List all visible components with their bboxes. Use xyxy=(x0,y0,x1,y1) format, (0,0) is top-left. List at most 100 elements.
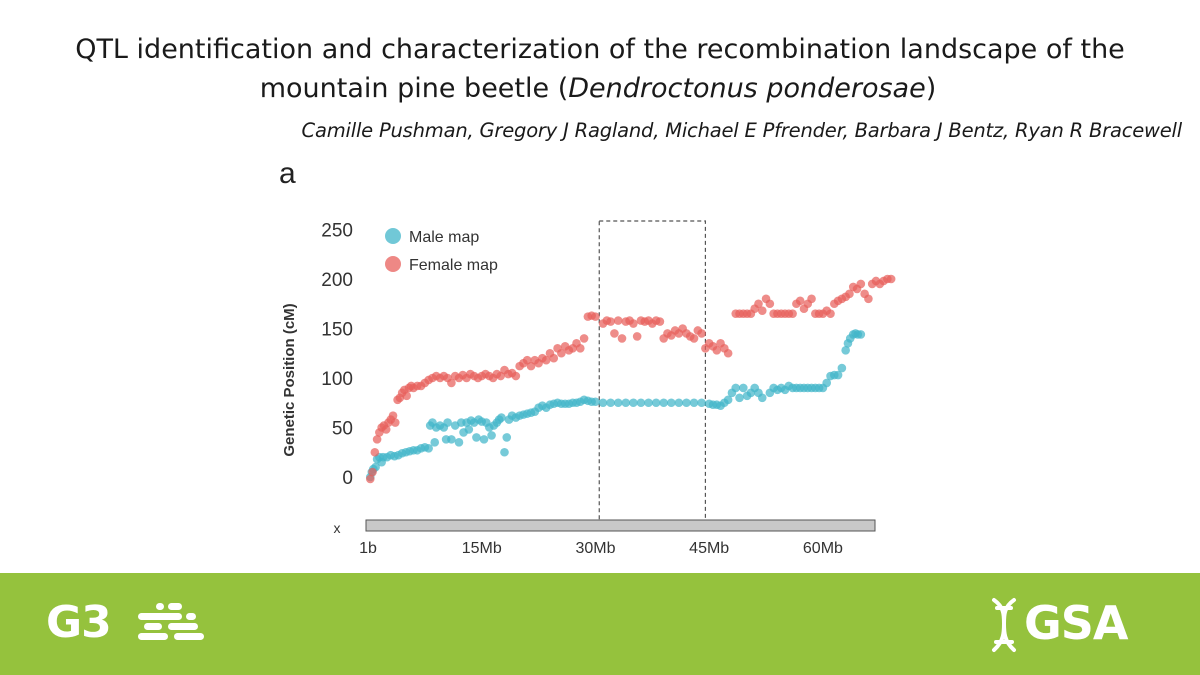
female-map-point xyxy=(381,425,391,434)
female-map-point xyxy=(591,312,600,321)
g3-logo-text: G3 xyxy=(46,597,112,648)
female-map-point xyxy=(697,329,706,338)
title-line-2: mountain pine beetle (Dendroctonus ponde… xyxy=(0,73,1198,104)
male-map-point xyxy=(606,398,615,408)
female-map-point xyxy=(372,435,382,444)
title-line-2-pre: mountain pine beetle ( xyxy=(259,73,569,104)
title-line-2-post: ) xyxy=(925,73,937,104)
male-map-point xyxy=(424,443,433,453)
female-map-point xyxy=(447,378,456,388)
female-map-point xyxy=(365,474,375,484)
y-tick-label: 50 xyxy=(332,419,353,440)
male-map-point xyxy=(856,330,866,339)
male-map-point xyxy=(666,398,676,408)
male-map-point xyxy=(822,378,832,388)
male-map-point xyxy=(464,425,474,434)
male-map-point xyxy=(682,398,691,408)
chromosome-label: x xyxy=(334,520,341,536)
male-map-point xyxy=(621,398,631,408)
female-map-point xyxy=(856,279,866,289)
female-map-point xyxy=(655,317,665,326)
female-map-point xyxy=(617,334,627,343)
female-map-point xyxy=(845,289,854,299)
male-map-point xyxy=(739,383,748,393)
legend-female-label: Female map xyxy=(409,257,498,274)
y-axis-label: Genetic Position (cM) xyxy=(281,303,298,456)
male-map-point xyxy=(731,383,741,393)
female-map-point xyxy=(632,332,642,341)
female-map-point xyxy=(689,334,699,343)
female-map-point xyxy=(579,334,589,343)
y-tick-label: 250 xyxy=(321,221,353,242)
male-map-point xyxy=(613,398,623,408)
female-map-point xyxy=(826,309,835,318)
male-map-point xyxy=(454,438,464,447)
female-map-point xyxy=(541,355,551,365)
panel-label: a xyxy=(279,157,296,190)
female-map-point xyxy=(606,317,615,326)
x-tick-label: 30Mb xyxy=(575,540,615,557)
male-map-point xyxy=(497,413,506,422)
y-tick-label: 150 xyxy=(321,320,353,341)
male-map-point xyxy=(651,398,661,408)
male-map-point xyxy=(659,398,669,408)
male-map-point xyxy=(833,370,843,380)
male-map-point xyxy=(636,398,646,408)
y-tick-label: 0 xyxy=(342,468,353,489)
x-tick-label: 60Mb xyxy=(803,540,843,557)
female-map-point xyxy=(765,299,775,309)
gsa-dna-icon xyxy=(992,598,1016,652)
male-map-point xyxy=(472,433,481,442)
female-map-point xyxy=(388,411,398,420)
female-map-point xyxy=(864,294,873,304)
male-map-point xyxy=(841,345,850,355)
chromosome-bar xyxy=(365,519,876,532)
x-tick-label: 1b xyxy=(359,540,377,557)
recombination-chart: a Genetic Position (cM) 0 50 100 150 200 250 x 1b… xyxy=(279,157,896,557)
female-map-point xyxy=(723,348,733,358)
female-map-point xyxy=(390,418,400,427)
male-map-point xyxy=(502,433,512,442)
female-map-point xyxy=(613,316,623,325)
gsa-logo-text: GSA xyxy=(1024,596,1128,650)
x-tick-label: 15Mb xyxy=(462,540,502,557)
female-map-point xyxy=(402,391,411,401)
female-map-point xyxy=(370,447,380,457)
female-map-point xyxy=(629,319,638,328)
female-map-point xyxy=(807,294,816,304)
male-map-point xyxy=(443,418,452,427)
male-map-point xyxy=(757,393,767,403)
male-map-point xyxy=(674,398,684,408)
male-map-point xyxy=(697,398,706,408)
y-tick-label: 200 xyxy=(321,270,353,291)
female-map-point xyxy=(610,329,619,338)
legend-female-marker xyxy=(385,256,401,272)
male-map-point xyxy=(644,398,653,408)
male-map-point xyxy=(487,431,496,440)
female-map-point xyxy=(712,345,722,355)
female-map-point xyxy=(511,371,521,381)
female-map-point xyxy=(788,309,797,318)
female-map-point xyxy=(754,299,763,309)
male-map-point xyxy=(723,395,733,405)
species-name: Dendroctonus ponderosae xyxy=(568,73,926,104)
female-map-point xyxy=(757,306,767,315)
title-line-1: QTL identification and characterization … xyxy=(75,34,1125,65)
female-map-point xyxy=(795,296,805,306)
female-map-point xyxy=(368,467,377,477)
male-map-point xyxy=(430,438,440,447)
x-tick-label: 45Mb xyxy=(689,540,729,557)
legend-male-label: Male map xyxy=(409,229,479,246)
highlight-region-box xyxy=(598,220,707,531)
male-map-point xyxy=(629,398,638,408)
male-map-point xyxy=(591,397,600,407)
male-map-point xyxy=(447,435,456,444)
male-map-point xyxy=(837,363,847,373)
footer-bar xyxy=(0,573,1200,675)
authors: Camille Pushman, Gregory J Ragland, Mich… xyxy=(301,119,1183,142)
male-map-point xyxy=(479,435,489,444)
female-map-point xyxy=(575,344,585,353)
y-tick-label: 100 xyxy=(321,369,353,390)
female-map-point xyxy=(549,353,559,363)
g3-dna-icon xyxy=(138,603,204,640)
